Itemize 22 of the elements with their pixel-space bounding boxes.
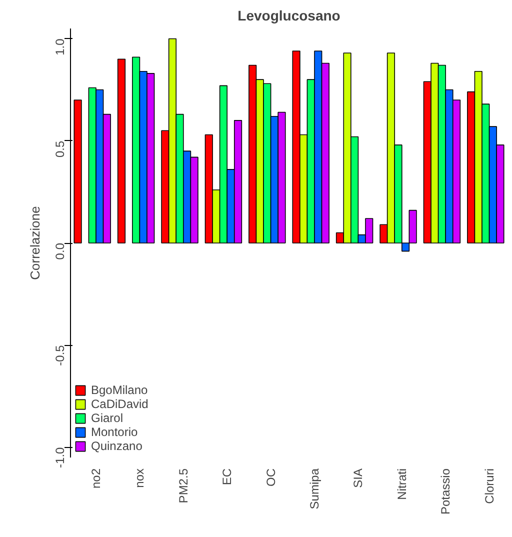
x-tick-label: PM2.5: [176, 468, 190, 504]
legend-label: BgoMilano: [91, 383, 148, 397]
chart-title: Levoglucosano: [238, 8, 340, 24]
y-tick-label: -1.0: [53, 446, 67, 468]
legend-label: Quinzano: [91, 439, 142, 453]
y-tick-label: 1.0: [53, 38, 67, 56]
y-axis-title: Correlazione: [28, 206, 42, 280]
legend-label: Giarol: [91, 411, 124, 425]
y-tick-label: 0.5: [53, 140, 67, 158]
x-tick-label: nox: [132, 468, 147, 488]
x-tick-label: Cloruri: [482, 468, 496, 504]
x-tick-label: Potassio: [438, 468, 453, 515]
x-tick-label: EC: [220, 468, 234, 486]
x-tick-label: no2: [88, 468, 103, 489]
x-tick-label: Sumipa: [307, 468, 322, 510]
legend-label: CaDiDavid: [91, 397, 148, 411]
x-tick-label: SIA: [351, 468, 366, 488]
y-tick-label: 0.0: [53, 242, 67, 260]
legend-label: Montorio: [91, 425, 138, 439]
y-tick-label: -0.5: [53, 344, 67, 366]
x-tick-label: OC: [264, 468, 278, 486]
x-tick-label: Nitrati: [394, 468, 409, 500]
